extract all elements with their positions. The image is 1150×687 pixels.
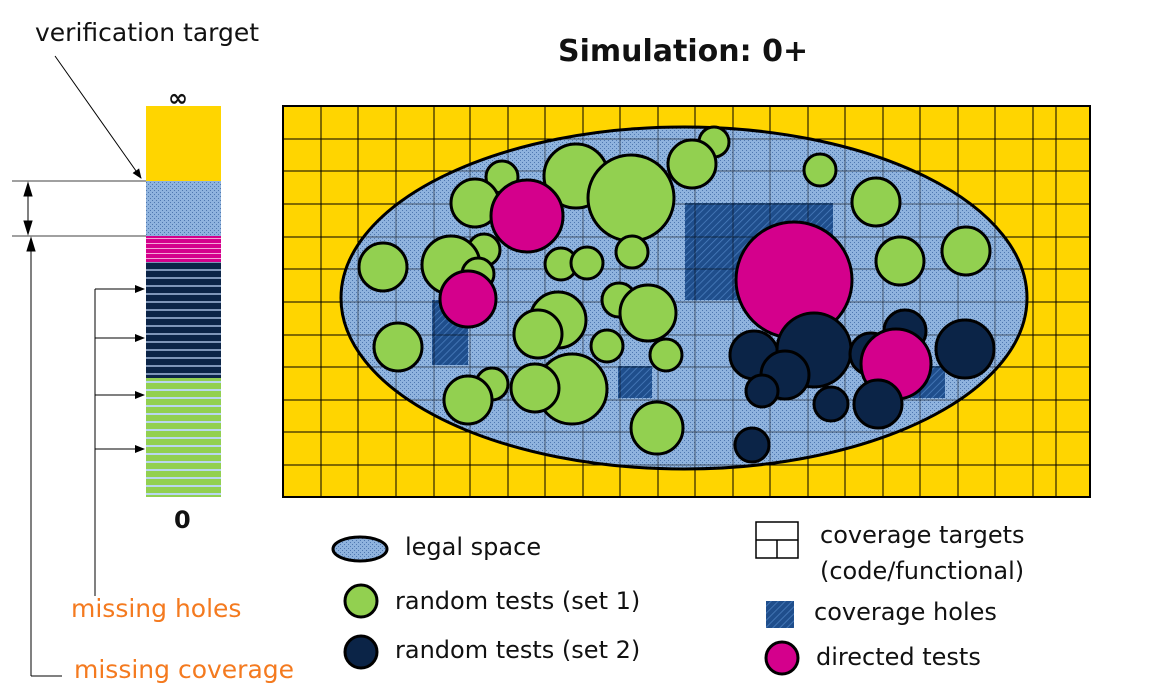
random-test-set2-circle: [744, 373, 780, 409]
random-test-set1-circle: [666, 138, 718, 190]
coverage-space-border: [282, 105, 1091, 498]
coverage-hole: [618, 366, 652, 398]
random-test-set2-circle: [934, 318, 996, 380]
legend-coverage-holes-icon: [766, 601, 794, 628]
random-test-set1-circle: [372, 321, 424, 373]
verification-target-label: verification target: [35, 18, 260, 47]
random-test-set2-circle: [812, 385, 850, 423]
bar-random2-segment: [146, 262, 221, 378]
directed-test-circle: [489, 178, 565, 254]
bar-annotations: [12, 55, 146, 677]
bar-top-label: ∞: [168, 84, 188, 112]
legend-random1-icon: [343, 583, 379, 619]
bar-directed-segment: [146, 236, 221, 262]
random-test-set2-circle: [852, 378, 904, 430]
missing-coverage-label: missing coverage: [74, 655, 295, 684]
random-test-set1-circle: [509, 362, 561, 414]
random-test-set1-circle: [589, 328, 625, 364]
random-test-set1-circle: [629, 400, 685, 456]
random-test-set1-circle: [618, 283, 678, 343]
directed-test-circle: [438, 269, 498, 329]
test-circles: [357, 125, 996, 464]
bar-bottom-label: 0: [174, 506, 191, 534]
missing-holes-label: missing holes: [71, 594, 242, 623]
random-test-set1-circle: [442, 374, 494, 426]
bar-uncovered-segment: [146, 181, 221, 236]
legend-random1-label: random tests (set 1): [395, 587, 641, 615]
random-test-set1-circle: [874, 235, 926, 287]
legend-directed-label: directed tests: [816, 643, 981, 671]
legend-coverage-targets-sublabel: (code/functional): [820, 557, 1025, 585]
random-test-set2-circle: [733, 426, 771, 464]
random-test-set1-circle: [802, 152, 838, 188]
diagram-title: Simulation: 0+: [558, 34, 809, 69]
random-test-set1-circle: [850, 176, 902, 228]
legend-coverage-targets-label: coverage targets: [820, 521, 1025, 549]
random-test-set1-circle: [940, 225, 992, 277]
legend-coverage-targets-icon: [755, 521, 799, 559]
legend-random2-label: random tests (set 2): [395, 636, 641, 664]
legend-legal-space-icon: [331, 535, 389, 563]
random-test-set1-circle: [614, 234, 650, 270]
bar-verification-target-segment: [146, 106, 221, 181]
legend-legal-space-label: legal space: [405, 533, 542, 561]
random-test-set1-circle: [357, 241, 409, 293]
random-test-set1-circle: [648, 337, 684, 373]
legend-coverage-holes-label: coverage holes: [814, 598, 997, 626]
random-test-set1-circle: [586, 153, 676, 243]
random-test-set1-circle: [569, 245, 605, 281]
random-test-set1-circle: [512, 308, 564, 360]
legal-space-outline: [339, 125, 1029, 471]
legend-random2-icon: [343, 634, 379, 670]
bar-random1-segment: [146, 378, 221, 497]
legend-directed-icon: [764, 640, 800, 676]
